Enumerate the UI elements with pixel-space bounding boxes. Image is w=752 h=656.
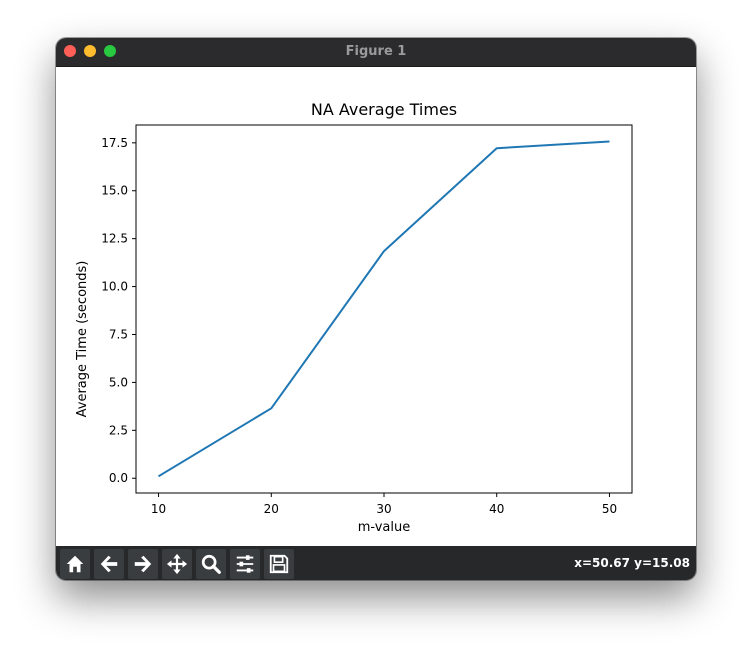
- maximize-button[interactable]: [104, 45, 116, 57]
- y-tick-label: 7.5: [109, 327, 128, 341]
- chart-title: NA Average Times: [311, 100, 457, 119]
- plot-frame: [135, 124, 633, 494]
- y-tick-label: 17.5: [101, 136, 128, 150]
- magnifier-icon: [201, 554, 221, 574]
- x-tick-label: 10: [151, 502, 166, 516]
- y-axis-label: Average Time (seconds): [75, 261, 90, 418]
- y-tick-label: 2.5: [109, 423, 128, 437]
- save-button[interactable]: [264, 549, 294, 579]
- x-tick-label: 40: [489, 502, 504, 516]
- y-tick-label: 0.0: [109, 471, 128, 485]
- title-bar[interactable]: Figure 1: [56, 38, 696, 67]
- figure-window: Figure 1 NA Average Times m-value Averag…: [56, 38, 696, 580]
- series-layer: [157, 140, 610, 478]
- y-axis-ticks: 0.0 2.5 5.0 7.5 10.0 12.5 15.0 17.5: [101, 136, 136, 485]
- window-title: Figure 1: [345, 44, 407, 59]
- home-icon: [66, 555, 84, 573]
- y-tick-label: 15.0: [101, 184, 128, 198]
- minimize-button[interactable]: [84, 45, 96, 57]
- x-tick-label: 20: [264, 502, 279, 516]
- series-line-0: [157, 140, 610, 478]
- arrow-right-icon: [134, 555, 152, 573]
- navigation-toolbar: x=50.67 y=15.08: [56, 546, 696, 580]
- x-tick-label: 50: [602, 502, 617, 516]
- sliders-icon: [236, 555, 254, 573]
- forward-button[interactable]: [128, 549, 158, 579]
- floppy-disk-icon: [269, 554, 289, 574]
- pan-button[interactable]: [162, 549, 192, 579]
- x-tick-label: 30: [376, 502, 391, 516]
- x-axis-label: m-value: [358, 520, 411, 535]
- y-tick-label: 5.0: [109, 375, 128, 389]
- line-chart: NA Average Times m-value Average Time (s…: [75, 100, 633, 535]
- move-icon: [166, 553, 188, 575]
- configure-subplots-button[interactable]: [230, 549, 260, 579]
- close-button[interactable]: [64, 45, 76, 57]
- x-axis-ticks: 10 20 30 40 50: [151, 493, 617, 516]
- home-button[interactable]: [60, 549, 90, 579]
- y-tick-label: 10.0: [101, 280, 128, 294]
- figure-canvas[interactable]: NA Average Times m-value Average Time (s…: [56, 67, 696, 546]
- back-button[interactable]: [94, 549, 124, 579]
- y-tick-label: 12.5: [101, 232, 128, 246]
- cursor-coordinates: x=50.67 y=15.08: [574, 556, 690, 570]
- arrow-left-icon: [100, 555, 118, 573]
- zoom-button[interactable]: [196, 549, 226, 579]
